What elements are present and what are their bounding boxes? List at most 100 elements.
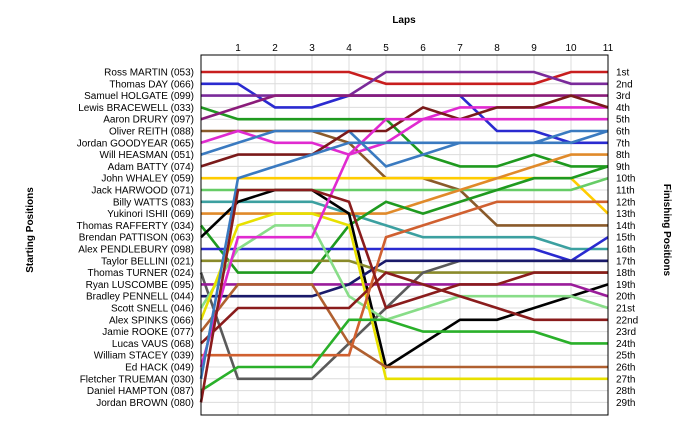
- finishing-position-label: 3rd: [616, 91, 630, 102]
- finishing-position-label: 26th: [616, 363, 635, 374]
- chart-title: Laps: [392, 15, 416, 26]
- starting-position-label: Oliver REITH (088): [109, 127, 194, 138]
- finishing-position-label: 25th: [616, 351, 635, 362]
- finishing-position-label: 1st: [616, 68, 630, 79]
- x-tick-label: 6: [420, 43, 426, 54]
- x-tick-label: 8: [494, 43, 500, 54]
- series-line: [199, 224, 609, 322]
- series-line: [200, 94, 608, 121]
- x-tick-label: 10: [565, 43, 577, 54]
- series-line: [201, 70, 608, 86]
- finishing-position-label: 23rd: [616, 327, 636, 338]
- series-line: [200, 318, 608, 392]
- finishing-position-label: 6th: [616, 127, 630, 138]
- series-line: [200, 106, 608, 168]
- starting-position-label: Ed HACK (049): [125, 363, 194, 374]
- finishing-position-label: 4th: [616, 103, 630, 114]
- finishing-position-label: 29th: [616, 398, 635, 409]
- starting-position-labels: Ross MARTIN (053)Thomas DAY (066)Samuel …: [77, 68, 194, 409]
- finishing-position-label: 13th: [616, 209, 635, 220]
- starting-position-label: Lewis BRACEWELL (033): [78, 103, 194, 114]
- finishing-position-labels: 1st2nd3rd4th5th6th7th8th9th10th11th12th1…: [616, 68, 638, 409]
- series-line: [201, 176, 609, 192]
- x-tick-label: 1: [235, 43, 241, 54]
- x-tick-label: 7: [457, 43, 463, 54]
- finishing-position-label: 9th: [616, 162, 630, 173]
- finishing-position-label: 5th: [616, 115, 630, 126]
- finishing-position-label: 22nd: [616, 315, 638, 326]
- finishing-position-label: 16th: [616, 245, 635, 256]
- starting-position-label: Brendan PATTISON (063): [79, 233, 194, 244]
- series-line: [199, 188, 608, 403]
- x-tick-label: 9: [531, 43, 537, 54]
- x-tick-label: 5: [383, 43, 389, 54]
- starting-position-label: Thomas RAFFERTY (034): [77, 221, 194, 232]
- starting-position-label: Jordan GOODYEAR (065): [77, 138, 194, 149]
- finishing-position-label: 27th: [616, 374, 635, 385]
- series-line: [199, 212, 608, 381]
- starting-position-label: Will HEASMAN (051): [100, 150, 194, 161]
- starting-position-label: Thomas TURNER (024): [87, 268, 194, 279]
- finishing-position-label: 11th: [616, 186, 635, 197]
- starting-position-label: Alex PENDLEBURY (098): [78, 245, 194, 256]
- starting-position-label: Taylor BELLINI (021): [101, 256, 194, 267]
- series-line: [199, 129, 608, 380]
- x-tick-label: 4: [346, 43, 352, 54]
- finishing-position-label: 8th: [616, 150, 630, 161]
- series-line: [201, 259, 608, 274]
- starting-position-label: Ross MARTIN (053): [104, 68, 194, 79]
- starting-position-label: Jack HARWOOD (071): [91, 186, 194, 197]
- x-axis-ticks: 1 2 3 4 5 6 7 8 9 10 11: [235, 43, 613, 54]
- starting-position-label: Fletcher TRUEMAN (030): [80, 374, 194, 385]
- starting-position-label: Alex SPINKS (066): [109, 315, 194, 326]
- series-line: [201, 236, 609, 263]
- starting-position-label: William STACEY (039): [94, 351, 194, 362]
- finishing-position-label: 19th: [616, 280, 635, 291]
- starting-position-label: Samuel HOLGATE (099): [84, 91, 194, 102]
- series-lines: [199, 70, 609, 403]
- finishing-position-label: 24th: [616, 339, 635, 350]
- left-axis-label: Starting Positions: [25, 187, 36, 273]
- x-tick-label: 2: [272, 43, 278, 54]
- starting-position-label: Bradley PENNELL (044): [86, 292, 194, 303]
- finishing-position-label: 20th: [616, 292, 635, 303]
- series-line: [200, 129, 609, 168]
- finishing-position-label: 21st: [616, 304, 635, 315]
- series-line: [200, 188, 609, 370]
- finishing-position-label: 7th: [616, 138, 630, 149]
- finishing-position-label: 14th: [616, 221, 635, 232]
- starting-position-label: Jamie ROOKE (077): [102, 327, 194, 338]
- starting-position-label: Thomas DAY (066): [109, 79, 194, 90]
- starting-position-label: Scott SNELL (046): [111, 304, 194, 315]
- finishing-position-label: 10th: [616, 174, 635, 185]
- starting-position-label: Adam BATTY (074): [108, 162, 194, 173]
- starting-position-label: Lucas VAUS (068): [112, 339, 194, 350]
- finishing-position-label: 17th: [616, 256, 635, 267]
- series-line: [200, 106, 608, 156]
- finishing-position-label: 18th: [616, 268, 635, 279]
- series-line: [201, 259, 608, 298]
- x-tick-label: 11: [603, 43, 614, 54]
- starting-position-label: Yukinori ISHII (069): [107, 209, 194, 220]
- starting-position-label: Billy WATTS (083): [113, 197, 194, 208]
- starting-position-label: John WHALEY (059): [101, 174, 194, 185]
- series-line: [199, 117, 608, 368]
- finishing-position-label: 2nd: [616, 79, 633, 90]
- series-line: [201, 153, 608, 215]
- plot-frame: [200, 54, 609, 416]
- starting-position-label: Aaron DRURY (097): [103, 115, 194, 126]
- series-line: [201, 200, 608, 357]
- series-line: [200, 271, 608, 345]
- starting-position-label: Jordan BROWN (080): [96, 398, 194, 409]
- finishing-position-label: 12th: [616, 197, 635, 208]
- finishing-position-label: 15th: [616, 233, 635, 244]
- series-line: [201, 70, 608, 97]
- x-tick-label: 3: [309, 43, 315, 54]
- series-line: [199, 283, 608, 369]
- right-axis-label: Finishing Positions: [661, 184, 672, 277]
- starting-position-label: Daniel HAMPTON (087): [87, 386, 194, 397]
- series-line: [199, 165, 609, 274]
- finishing-position-label: 28th: [616, 386, 635, 397]
- starting-position-label: Ryan LUSCOMBE (095): [86, 280, 194, 291]
